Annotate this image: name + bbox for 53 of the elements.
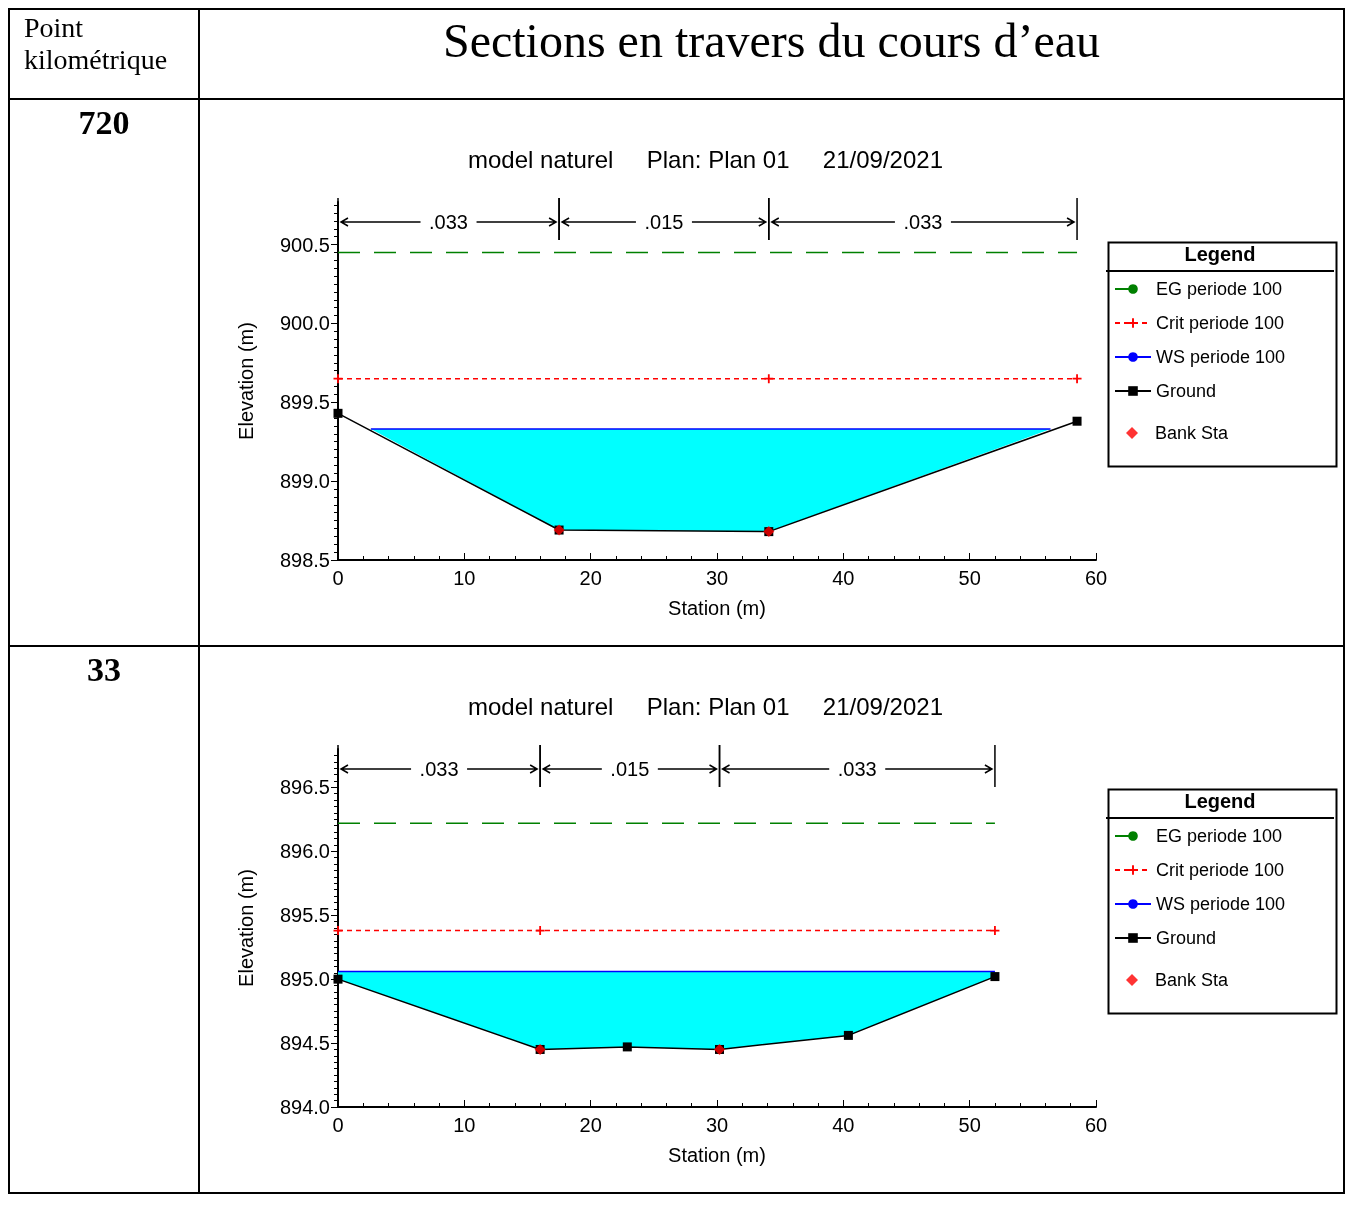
- x-tick-label: 0: [332, 1114, 344, 1136]
- annotation: .033: [903, 211, 943, 233]
- text: Point kilométrique: [9, 9, 199, 99]
- legend-label: Crit periode 100: [1156, 860, 1285, 880]
- x-tick-label: 20: [579, 1114, 602, 1136]
- x-tick-label: 60: [1084, 1114, 1108, 1136]
- y-tick-label: 894.0: [279, 1096, 330, 1118]
- y-tick-label: 896.0: [279, 840, 330, 863]
- y-tick-label: 895.5: [279, 904, 330, 927]
- y-tick-label: 894.5: [279, 1032, 330, 1055]
- annotation: .033: [419, 758, 459, 780]
- legend-title: Legend: [1184, 790, 1256, 812]
- legend-label: WS periode 100: [1156, 347, 1286, 367]
- annotation: .015: [610, 758, 650, 780]
- x-tick-label: 10: [453, 1114, 476, 1136]
- x-tick-label: 40: [832, 567, 855, 589]
- x-tick-label: 30: [705, 1114, 729, 1136]
- x-tick-label: 0: [332, 567, 344, 589]
- y-axis-title: Elevation (m): [235, 869, 257, 987]
- text: 720: [9, 99, 199, 646]
- legend-label: Crit periode 100: [1156, 313, 1285, 333]
- chart-title: model naturel Plan: Plan 01 21/09/2021: [468, 692, 943, 720]
- legend-label: Ground: [1156, 381, 1217, 401]
- y-tick-label: 898.5: [279, 549, 330, 571]
- x-tick-label: 10: [453, 567, 476, 589]
- text: Sections en travers du cours d’eau: [199, 9, 1344, 99]
- x-tick-label: 60: [1084, 567, 1108, 589]
- x-tick-label: 40: [832, 1114, 855, 1136]
- y-tick-label: 896.5: [279, 776, 330, 799]
- y-tick-label: 900.0: [279, 312, 330, 335]
- legend-label: Ground: [1156, 928, 1217, 948]
- x-tick-label: 20: [579, 567, 602, 589]
- legend-label: EG periode 100: [1156, 826, 1283, 846]
- x-tick-label: 30: [705, 567, 729, 589]
- text: 33: [9, 646, 199, 1193]
- x-axis-title: Station (m): [668, 597, 766, 619]
- x-axis-title: Station (m): [668, 1144, 766, 1166]
- legend-label: WS periode 100: [1156, 894, 1286, 914]
- legend-label: Bank Sta: [1155, 970, 1230, 990]
- legend-title: Legend: [1184, 243, 1256, 265]
- y-tick-label: 900.5: [279, 233, 330, 256]
- y-tick-label: 895.0: [279, 968, 330, 991]
- annotation: .033: [837, 758, 877, 780]
- x-tick-label: 50: [958, 567, 981, 589]
- y-tick-label: 899.0: [279, 470, 330, 493]
- legend-label: Bank Sta: [1155, 423, 1230, 443]
- x-tick-label: 50: [958, 1114, 981, 1136]
- chart-title: model naturel Plan: Plan 01 21/09/2021: [468, 145, 943, 173]
- y-tick-label: 899.5: [279, 391, 330, 414]
- annotation: .015: [644, 211, 684, 233]
- y-axis-title: Elevation (m): [235, 322, 257, 440]
- legend-label: EG periode 100: [1156, 279, 1283, 299]
- annotation: .033: [429, 211, 469, 233]
